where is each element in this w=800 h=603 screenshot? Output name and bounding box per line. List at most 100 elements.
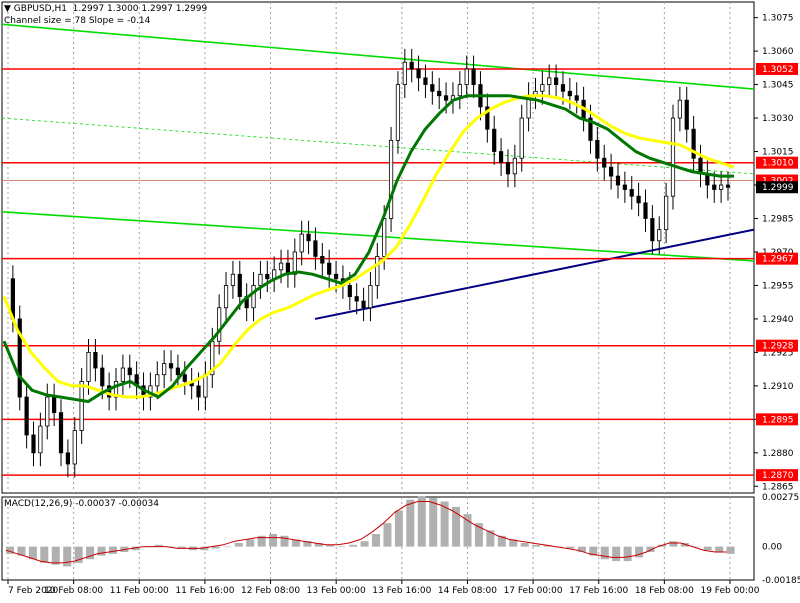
candle-body <box>498 151 504 164</box>
candle-body <box>313 240 318 257</box>
candle-body <box>725 184 731 188</box>
macd-hist-bar <box>486 530 495 547</box>
candle-body <box>519 117 524 159</box>
candle-body <box>409 61 414 70</box>
x-tick-label: 17 Feb 00:00 <box>504 586 563 596</box>
candle-body <box>657 229 662 242</box>
candle-body <box>712 184 717 190</box>
candle-body <box>395 84 401 141</box>
candle-body <box>430 84 435 92</box>
macd-hist-bar <box>452 506 461 547</box>
macd-hist-bar <box>692 546 701 548</box>
y-tick-label: 1.2865 <box>762 482 794 492</box>
macd-hist-bar <box>223 546 232 548</box>
macd-hist-bar <box>303 541 312 547</box>
candle-body <box>299 233 304 253</box>
candle-body <box>574 95 579 101</box>
macd-hist-bar <box>463 514 472 547</box>
macd-hist-bar <box>131 546 140 551</box>
y-tick-label: 1.2925 <box>762 348 794 358</box>
macd-hist-bar <box>337 546 346 548</box>
macd-hist-bar <box>474 523 483 547</box>
candle-body <box>382 218 387 257</box>
macd-hist-bar <box>326 544 335 547</box>
candle-body <box>512 157 517 175</box>
macd-hist-bar <box>566 546 575 549</box>
candle-body <box>719 184 724 190</box>
candle-body <box>182 374 187 382</box>
candle-body <box>636 195 641 204</box>
macd-hist-bar <box>28 546 37 560</box>
candle-body <box>588 117 593 141</box>
x-tick-label: 7 Feb 2020 <box>8 586 59 596</box>
candle-body <box>540 84 545 92</box>
candle-body <box>375 256 380 286</box>
macd-hist-bar <box>703 546 712 551</box>
y-tick-label: 1.2910 <box>762 382 794 392</box>
candle-body <box>629 189 634 197</box>
candle-body <box>595 139 600 159</box>
current-price-label-bg <box>756 181 798 194</box>
candle-body <box>670 117 676 197</box>
macd-hist-bar <box>669 541 678 547</box>
macd-hist-bar <box>394 510 403 547</box>
candle-body <box>684 99 689 130</box>
candle-body <box>120 367 125 382</box>
y-tick-label: 1.2985 <box>762 214 794 224</box>
candle-body <box>217 307 222 342</box>
candle-body <box>457 84 462 97</box>
level-label-bg <box>756 62 798 75</box>
candle-body <box>327 262 332 275</box>
candle-body <box>492 128 497 152</box>
candle-body <box>24 396 29 436</box>
level-label: 1.2870 <box>762 471 794 481</box>
candle-body <box>650 218 655 242</box>
macd-hist-bar <box>680 543 689 547</box>
x-tick-label: 11 Feb 16:00 <box>175 586 234 596</box>
collapse-triangle-icon[interactable]: ▼ <box>4 4 14 14</box>
candle-body <box>52 396 57 414</box>
candle-body <box>423 77 428 85</box>
candle-body <box>168 363 174 369</box>
current-price-label: 1.2999 <box>762 183 794 193</box>
symbol-ohlc: GBPUSD,H1 1.2997 1.3000 1.2997 1.2999 <box>13 4 208 14</box>
macd-hist-bar <box>520 543 529 547</box>
candle-body <box>505 162 511 175</box>
candle-body <box>333 273 339 280</box>
candle-body <box>196 385 201 398</box>
macd-hist-bar <box>577 546 586 553</box>
candle-body <box>416 68 421 79</box>
macd-hist-bar <box>63 546 72 567</box>
macd-hist-bar <box>600 546 609 560</box>
macd-y-tick-label: 0.00 <box>762 543 782 553</box>
macd-hist-bar <box>17 546 26 556</box>
candle-body <box>79 381 84 431</box>
candle-body <box>65 452 70 465</box>
macd-hist-bar <box>108 546 117 554</box>
x-tick-label: 18 Feb 08:00 <box>635 586 694 596</box>
macd-hist-bar <box>51 546 60 565</box>
macd-hist-bar <box>280 535 289 547</box>
candle-body <box>127 367 132 376</box>
macd-signal-line <box>5 501 727 564</box>
macd-hist-bar <box>429 497 438 547</box>
candle-body <box>292 251 297 275</box>
macd-hist-bar <box>211 546 220 549</box>
candle-body <box>38 425 43 454</box>
macd-hist-bar <box>635 546 644 558</box>
candle-body <box>258 273 263 286</box>
candle-body <box>230 273 236 286</box>
macd-hist-bar <box>383 523 392 547</box>
candle-body <box>609 166 614 177</box>
candle-body <box>45 396 50 427</box>
y-tick-label: 1.2955 <box>762 281 794 291</box>
macd-pane-frame <box>1 496 755 581</box>
candle-body <box>93 351 98 369</box>
candle-body <box>471 68 476 85</box>
candle-body <box>354 296 359 302</box>
candle-body <box>58 412 64 454</box>
candle-body <box>602 157 607 168</box>
macd-y-tick-label: 0.00275 <box>762 493 799 503</box>
